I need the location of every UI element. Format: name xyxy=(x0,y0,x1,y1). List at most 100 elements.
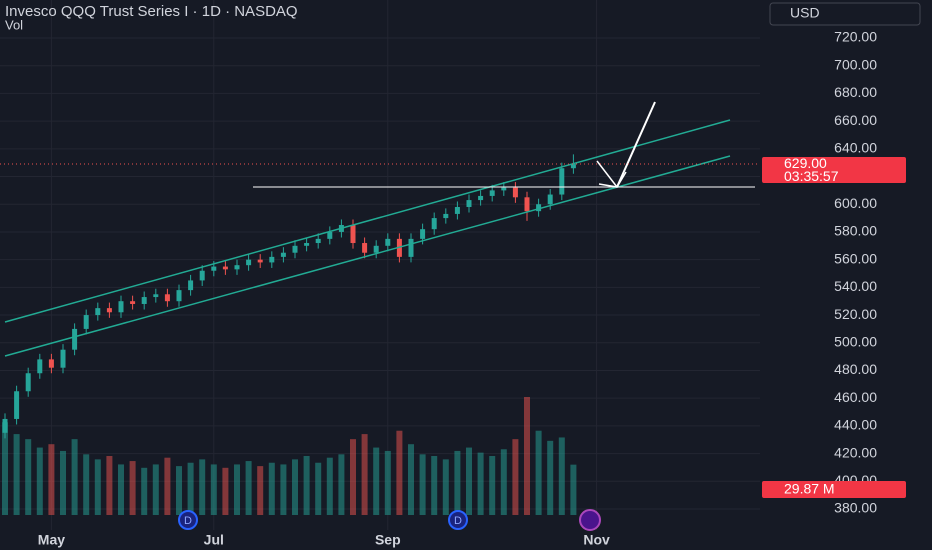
volume-bar xyxy=(292,459,298,515)
volume-bar xyxy=(524,397,530,515)
candle-body xyxy=(106,308,112,313)
candle-body xyxy=(327,231,333,239)
volume-bar xyxy=(48,444,55,515)
volume-bar xyxy=(373,447,380,515)
candle-body xyxy=(141,297,147,304)
y-tick-label: 700.00 xyxy=(834,56,877,72)
volume-bar xyxy=(454,450,461,515)
candle-body xyxy=(512,187,518,198)
currency[interactable]: USD xyxy=(790,5,820,21)
candle-body xyxy=(222,266,228,270)
candle-body xyxy=(362,243,368,253)
volume-bar xyxy=(187,462,194,515)
volume-bar xyxy=(118,464,124,515)
y-tick-label: 680.00 xyxy=(834,84,877,100)
candle-body xyxy=(25,373,31,392)
y-tick-label: 440.00 xyxy=(834,417,877,433)
volume-bar xyxy=(83,454,90,515)
candle-body xyxy=(559,168,565,195)
candle-body xyxy=(188,280,194,291)
y-tick-label: 600.00 xyxy=(834,195,877,211)
candle-body xyxy=(431,218,437,230)
candle-body xyxy=(37,359,43,374)
x-tick-label: May xyxy=(38,532,65,548)
last-price-tag xyxy=(762,157,906,184)
candle-body xyxy=(176,290,182,302)
candle-body xyxy=(95,308,101,316)
y-tick-label: 640.00 xyxy=(834,140,877,156)
candle-body xyxy=(454,207,460,214)
countdown: 03:35:57 xyxy=(784,168,839,184)
volume-title: Vol xyxy=(5,17,23,32)
candle-body xyxy=(478,195,484,201)
volume-bar xyxy=(315,462,322,515)
volume-bar xyxy=(303,456,310,515)
volume-bar xyxy=(60,450,66,515)
candle-body xyxy=(385,238,391,246)
volume-bar xyxy=(431,456,438,515)
volume-bar xyxy=(361,434,368,515)
volume-bar xyxy=(500,449,507,515)
currency-button[interactable] xyxy=(769,2,921,26)
volume-bar xyxy=(141,467,148,515)
price-axis xyxy=(760,0,932,550)
candle-body xyxy=(48,359,54,368)
volume-tag xyxy=(762,481,906,498)
candle-body xyxy=(269,256,275,263)
volume-bar xyxy=(210,464,217,515)
candle-body xyxy=(83,315,89,329)
y-tick-label: 420.00 xyxy=(834,444,877,460)
candle-body xyxy=(501,187,507,191)
y-tick-label: 580.00 xyxy=(834,223,877,239)
volume-bar xyxy=(234,464,240,515)
channel-upper xyxy=(4,119,731,323)
candle-body xyxy=(280,252,286,257)
candle-body xyxy=(373,245,379,253)
volume-bar xyxy=(512,439,519,515)
volume-bar xyxy=(442,459,449,515)
volume-bar xyxy=(199,459,206,515)
volume-bar xyxy=(2,422,8,515)
candle-body xyxy=(246,259,252,266)
candle-body xyxy=(489,190,495,196)
candle-body xyxy=(350,225,356,244)
candle-body xyxy=(466,200,472,208)
arrow-head xyxy=(598,171,627,188)
y-tick-label: 500.00 xyxy=(834,333,877,349)
volume-bar xyxy=(257,466,264,515)
dividend-label: D xyxy=(184,515,192,527)
volume-bar xyxy=(280,464,287,515)
candle-body xyxy=(536,204,542,212)
dividend-marker xyxy=(178,510,198,530)
candle-body xyxy=(257,259,263,263)
last-price-label: 629.00 xyxy=(784,155,827,171)
y-tick-label: 380.00 xyxy=(834,500,877,516)
volume-bar xyxy=(326,457,333,515)
volume-bar xyxy=(419,454,426,515)
y-tick-label: 560.00 xyxy=(834,250,877,266)
candle-body xyxy=(72,328,78,350)
candle-body xyxy=(570,164,576,169)
candle-body xyxy=(547,194,553,205)
volume-bar xyxy=(408,444,414,515)
y-tick-label: 520.00 xyxy=(834,306,877,322)
volume-bar xyxy=(222,467,229,515)
volume-bar xyxy=(152,464,159,515)
arrow-down xyxy=(596,160,618,188)
candle-body xyxy=(2,418,8,433)
candle-body xyxy=(304,243,310,246)
drawings xyxy=(4,101,755,357)
volume-label: 29.87 M xyxy=(784,481,835,497)
y-tick-label: 660.00 xyxy=(834,112,877,128)
candle-body xyxy=(153,294,159,298)
volume-bar xyxy=(129,461,136,515)
y-tick-label: 460.00 xyxy=(834,389,877,405)
chart-title: Invesco QQQ Trust Series I · 1D · NASDAQ xyxy=(5,3,298,20)
volume-bar xyxy=(36,447,43,515)
x-tick-label: Jul xyxy=(204,532,224,548)
candle-body xyxy=(211,266,217,271)
candle-body xyxy=(408,238,414,257)
candle-body xyxy=(234,265,240,270)
volume-bar xyxy=(535,430,542,515)
